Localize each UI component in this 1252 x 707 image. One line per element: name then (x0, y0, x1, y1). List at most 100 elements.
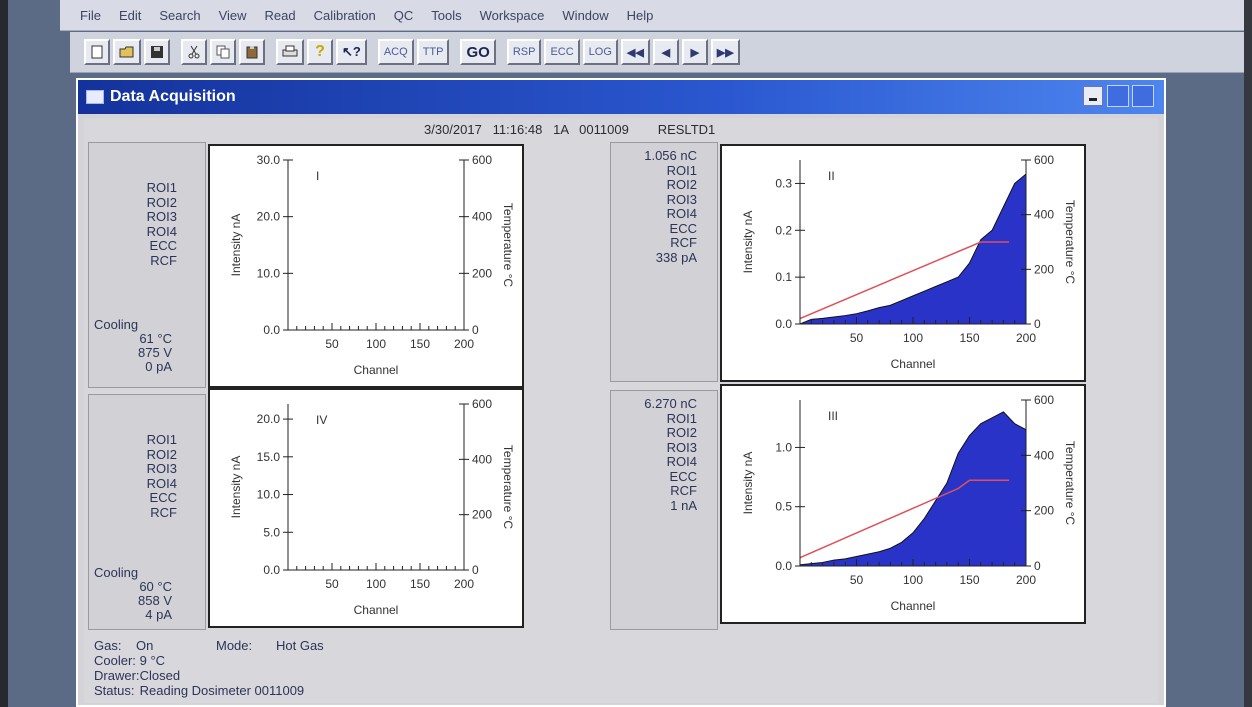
y-tick-label: 0.0 (775, 559, 792, 573)
y2-tick-label: 600 (472, 397, 492, 411)
integrated-charge: 6.270 nC (644, 396, 697, 411)
copy-button[interactable] (210, 39, 236, 65)
menu-help[interactable]: Help (626, 7, 654, 23)
rcf-label: RCF (670, 483, 697, 498)
paste-button[interactable] (239, 39, 265, 65)
gas-label: Gas: (94, 638, 122, 653)
reader-4-info-panel: ROI1 ROI2 ROI3 ROI4 ECC RCF (88, 394, 206, 630)
mode-value: Hot Gas (276, 638, 324, 653)
maximize-button[interactable] (1107, 85, 1129, 107)
log-button[interactable]: LOG (582, 39, 618, 65)
copy-icon (216, 45, 230, 59)
temperature-line (799, 479, 1010, 559)
menu-search[interactable]: Search (159, 7, 201, 23)
ecc-label: ECC (149, 490, 177, 505)
y-tick-label: 20.0 (257, 412, 281, 426)
window-title-bar[interactable]: Data Acquisition (78, 80, 1164, 114)
x-tick-label: 200 (1016, 331, 1036, 345)
close-button[interactable] (1132, 85, 1154, 107)
roi1-label: ROI1 (666, 410, 697, 426)
panel-number-label: I (316, 169, 319, 183)
new-file-icon (91, 45, 103, 59)
menu-tools[interactable]: Tools (431, 7, 462, 23)
minimize-button[interactable] (1082, 85, 1104, 107)
reader-3-readout: 6.270 nC ROI1 ROI2 ROI3 ROI4 ECC RCF 1 n… (615, 396, 697, 513)
y2-axis-label: Temperature °C (1063, 441, 1077, 525)
ecc-button[interactable]: ECC (544, 39, 580, 65)
ecc-label: ECC (149, 238, 177, 253)
menu-view[interactable]: View (218, 7, 247, 23)
current-readout: 1 nA (670, 497, 697, 513)
open-button[interactable] (113, 39, 141, 65)
x-axis-label: Channel (354, 603, 399, 617)
x-axis-label: Channel (891, 357, 936, 371)
menu-qc[interactable]: QC (393, 7, 414, 23)
y-axis-label: Intensity nA (229, 214, 243, 277)
menu-file[interactable]: File (80, 7, 101, 23)
save-button[interactable] (144, 39, 170, 65)
last-record-button[interactable]: ▶▶ (710, 39, 740, 65)
context-help-button[interactable]: ↖? (336, 39, 367, 65)
x-tick-label: 50 (325, 577, 339, 591)
y2-axis-label: Temperature °C (501, 203, 515, 287)
go-button[interactable]: GO (460, 39, 496, 65)
ttp-button[interactable]: TTP (416, 39, 450, 65)
menu-window[interactable]: Window (562, 7, 609, 23)
acq-button[interactable]: ACQ (377, 39, 414, 65)
x-tick-label: 200 (454, 577, 474, 591)
clipboard-icon (246, 46, 258, 59)
menu-calibration[interactable]: Calibration (313, 7, 376, 23)
y-tick-label: 0.3 (775, 176, 792, 190)
x-axis-label: Channel (354, 363, 399, 377)
next-record-button[interactable]: ▶ (681, 39, 708, 65)
roi-list: ROI1 ROI2 ROI3 ROI4 ECC RCF (89, 180, 177, 268)
panel-number-label: IV (316, 413, 327, 427)
y-tick-label: 0.0 (263, 323, 280, 337)
mode-label: Mode: (216, 638, 253, 653)
help-button[interactable]: ? (307, 39, 333, 65)
y2-tick-label: 400 (472, 210, 492, 224)
x-tick-label: 200 (454, 337, 474, 351)
y-axis-label: Intensity nA (229, 456, 243, 519)
y2-tick-label: 200 (472, 266, 492, 280)
first-record-button[interactable]: ◀◀ (620, 39, 650, 65)
rsp-button[interactable]: RSP (506, 39, 542, 65)
y2-tick-label: 0 (472, 563, 479, 577)
menu-edit[interactable]: Edit (118, 7, 142, 23)
printer-icon (282, 45, 298, 57)
y-tick-label: 15.0 (257, 450, 281, 464)
y2-tick-label: 200 (1034, 262, 1054, 276)
acquisition-header: 3/30/2017 11:16:48 1A 0011009 RESLTD1 (424, 122, 716, 137)
menu-read[interactable]: Read (264, 7, 296, 23)
y-tick-label: 1.0 (775, 440, 792, 454)
x-tick-label: 150 (410, 577, 430, 591)
y2-tick-label: 200 (1034, 504, 1054, 518)
y-tick-label: 10.0 (257, 488, 281, 502)
x-tick-label: 50 (850, 573, 864, 587)
cut-button[interactable] (181, 39, 207, 65)
menu-workspace[interactable]: Workspace (479, 7, 545, 23)
previous-record-button[interactable]: ◀ (652, 39, 679, 65)
intensity-area (799, 411, 1027, 567)
y-tick-label: 10.0 (257, 266, 281, 280)
reader-3-info-panel: 6.270 nC ROI1 ROI2 ROI3 ROI4 ECC RCF 1 n… (610, 390, 718, 630)
gas-value: On (136, 638, 154, 653)
print-button[interactable] (276, 39, 304, 65)
y2-tick-label: 600 (1034, 393, 1054, 407)
y-tick-label: 30.0 (257, 153, 281, 167)
cooling-temperature: 60 °C (139, 579, 172, 594)
rcf-label: RCF (150, 252, 177, 268)
roi3-label: ROI3 (666, 439, 697, 455)
x-tick-label: 50 (325, 337, 339, 351)
question-mark-icon: ? (315, 43, 325, 60)
data-acquisition-window: Data Acquisition 3/30/2017 11:16:48 1A 0… (76, 78, 1166, 707)
x-tick-label: 100 (366, 577, 386, 591)
glow-curve-chart-ii: II 50 100 150 200 0.0 0.1 0.2 0.3 0 200 400 600 Chann… (720, 144, 1086, 382)
y2-tick-label: 400 (472, 452, 492, 466)
new-button[interactable] (84, 39, 110, 65)
x-tick-label: 150 (959, 331, 979, 345)
rcf-label: RCF (670, 235, 697, 250)
window-client-area: 3/30/2017 11:16:48 1A 0011009 RESLTD1 RO… (84, 118, 1158, 703)
